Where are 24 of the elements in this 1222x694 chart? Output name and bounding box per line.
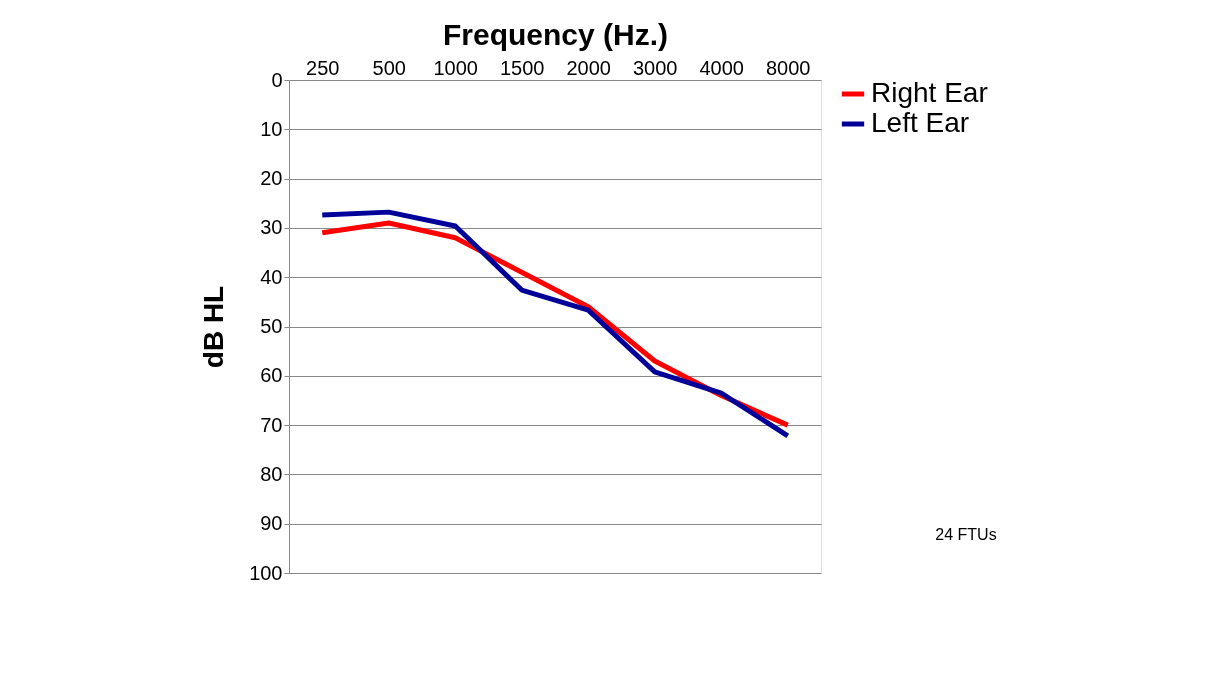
legend-label: Left Ear <box>871 107 970 138</box>
y-tick-label: 90 <box>260 512 283 535</box>
y-tick-label: 70 <box>260 413 283 436</box>
y-tick-label: 100 <box>249 561 283 584</box>
y-tick-label: 0 <box>271 68 283 91</box>
x-tick-label: 2000 <box>566 56 611 79</box>
y-tick-label: 30 <box>260 216 283 239</box>
x-axis-title: Frequency (Hz.) <box>442 17 669 51</box>
x-tick-label: 250 <box>306 56 340 79</box>
legend-label: Right Ear <box>871 77 988 108</box>
y-tick-label: 40 <box>260 265 283 288</box>
x-tick-label: 4000 <box>699 56 744 79</box>
y-tick-label: 20 <box>260 167 283 190</box>
y-tick-label: 60 <box>260 364 283 387</box>
y-tick-label: 10 <box>260 117 283 140</box>
x-tick-label: 1000 <box>433 56 478 79</box>
y-axis-title: dB HL <box>198 285 230 369</box>
x-tick-label: 500 <box>372 56 406 79</box>
text: 24 FTUs <box>935 526 997 543</box>
x-tick-label: 1500 <box>500 56 545 79</box>
y-tick-label: 80 <box>260 462 283 485</box>
x-tick-label: 8000 <box>766 56 811 79</box>
x-tick-label: 3000 <box>633 56 678 79</box>
y-tick-label: 50 <box>260 315 283 337</box>
